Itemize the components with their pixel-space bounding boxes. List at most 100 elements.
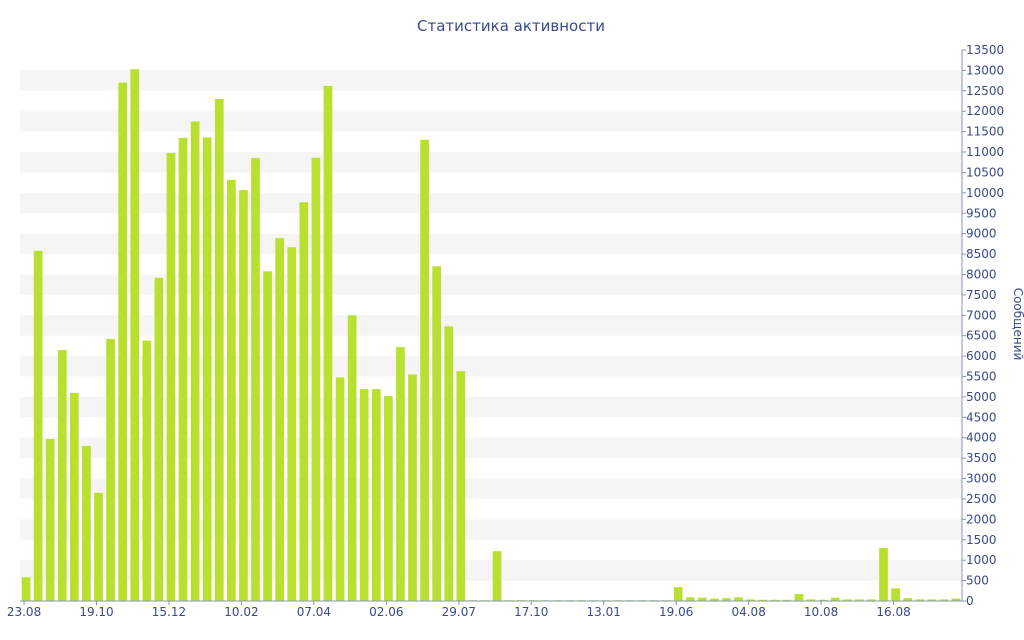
bar[interactable] [673,587,683,601]
bar[interactable] [118,82,128,601]
y-tick-label: 7500 [966,288,997,302]
bar[interactable] [287,247,297,601]
bar[interactable] [82,445,91,601]
bar[interactable] [239,189,248,602]
bar[interactable] [408,374,417,601]
bar[interactable] [420,139,429,602]
bar[interactable] [915,599,925,601]
y-tick-label: 11500 [966,125,1004,139]
bar[interactable] [867,599,876,601]
bar[interactable] [855,599,864,601]
x-tick-label: 19.06 [659,605,693,619]
bar[interactable] [396,347,405,601]
bar[interactable] [263,271,272,601]
bar[interactable] [891,588,900,601]
bar[interactable] [782,599,792,601]
bar[interactable] [311,157,321,601]
y-axis-ticks: 0 500 1000 1500 2000 2500 3000 3500 4000 4500 5000… [962,43,1004,608]
bar[interactable] [492,551,502,601]
bar[interactable] [190,121,200,602]
bar[interactable] [770,599,780,601]
y-tick-label: 9000 [966,227,997,241]
bar[interactable] [251,158,260,601]
bar[interactable] [227,179,236,602]
y-tick-label: 4500 [966,410,997,424]
bar[interactable] [384,396,393,601]
bar[interactable] [432,266,442,601]
bar[interactable] [830,597,840,601]
bar[interactable] [142,340,152,601]
x-tick-label: 04.08 [731,605,765,619]
y-tick-label: 10500 [966,165,1004,179]
bar[interactable] [685,597,695,601]
y-tick-label: 8000 [966,267,997,281]
y-tick-label: 12500 [966,84,1004,98]
bars-layer [21,69,961,602]
bar[interactable] [106,338,115,601]
y-tick-label: 8500 [966,247,997,261]
bar[interactable] [166,152,176,601]
bar[interactable] [734,597,743,601]
bar[interactable] [57,349,67,601]
bar[interactable] [154,277,164,601]
y-axis-label: Сообщений [1011,288,1024,361]
bar[interactable] [698,597,707,601]
bar[interactable] [794,594,804,601]
x-tick-label: 10.08 [804,605,838,619]
bar[interactable] [45,438,55,601]
bar[interactable] [722,598,731,601]
y-tick-label: 3000 [966,472,997,486]
bar[interactable] [927,599,937,601]
y-tick-label: 5500 [966,370,997,384]
x-tick-label: 07.04 [297,605,331,619]
bar[interactable] [214,98,224,601]
y-tick-label: 7000 [966,308,997,322]
bar[interactable] [299,202,309,602]
y-tick-label: 9500 [966,206,997,220]
bar[interactable] [33,250,43,601]
bar[interactable] [903,598,913,601]
bar[interactable] [202,137,212,601]
bar[interactable] [21,577,31,601]
y-tick-label: 6500 [966,329,997,343]
y-tick-label: 6000 [966,349,997,363]
bar[interactable] [939,599,949,601]
bar[interactable] [746,599,756,601]
bar[interactable] [359,389,369,601]
bar[interactable] [710,598,719,601]
bar[interactable] [130,69,140,602]
y-tick-label: 3500 [966,451,997,465]
y-tick-label: 500 [966,574,989,588]
y-tick-label: 12000 [966,104,1004,118]
bar[interactable] [371,389,381,601]
bar[interactable] [178,137,188,601]
x-tick-label: 16.08 [876,605,910,619]
grid-band [20,70,962,91]
bar[interactable] [94,492,103,601]
y-tick-label: 1000 [966,553,997,567]
grid-band [20,233,962,255]
bar[interactable] [818,599,828,601]
y-tick-label: 13000 [966,63,1004,77]
y-tick-label: 11000 [966,145,1004,159]
y-tick-label: 2500 [966,492,997,506]
bar[interactable] [335,377,345,601]
x-tick-label: 13.01 [587,605,621,619]
x-tick-label: 15.12 [152,605,186,619]
bar[interactable] [951,598,961,601]
bar[interactable] [444,326,454,601]
chart-title: Статистика активности [417,17,605,35]
bar[interactable] [70,392,79,601]
y-tick-label: 0 [966,594,974,608]
bar[interactable] [842,599,852,601]
bar[interactable] [879,547,888,601]
bar[interactable] [806,599,816,601]
bar[interactable] [347,315,357,601]
bar[interactable] [323,85,333,602]
x-tick-label: 19.10 [79,605,113,619]
bar[interactable] [275,238,285,601]
bar[interactable] [758,599,768,601]
y-tick-label: 1500 [966,533,997,547]
bar[interactable] [456,371,466,601]
